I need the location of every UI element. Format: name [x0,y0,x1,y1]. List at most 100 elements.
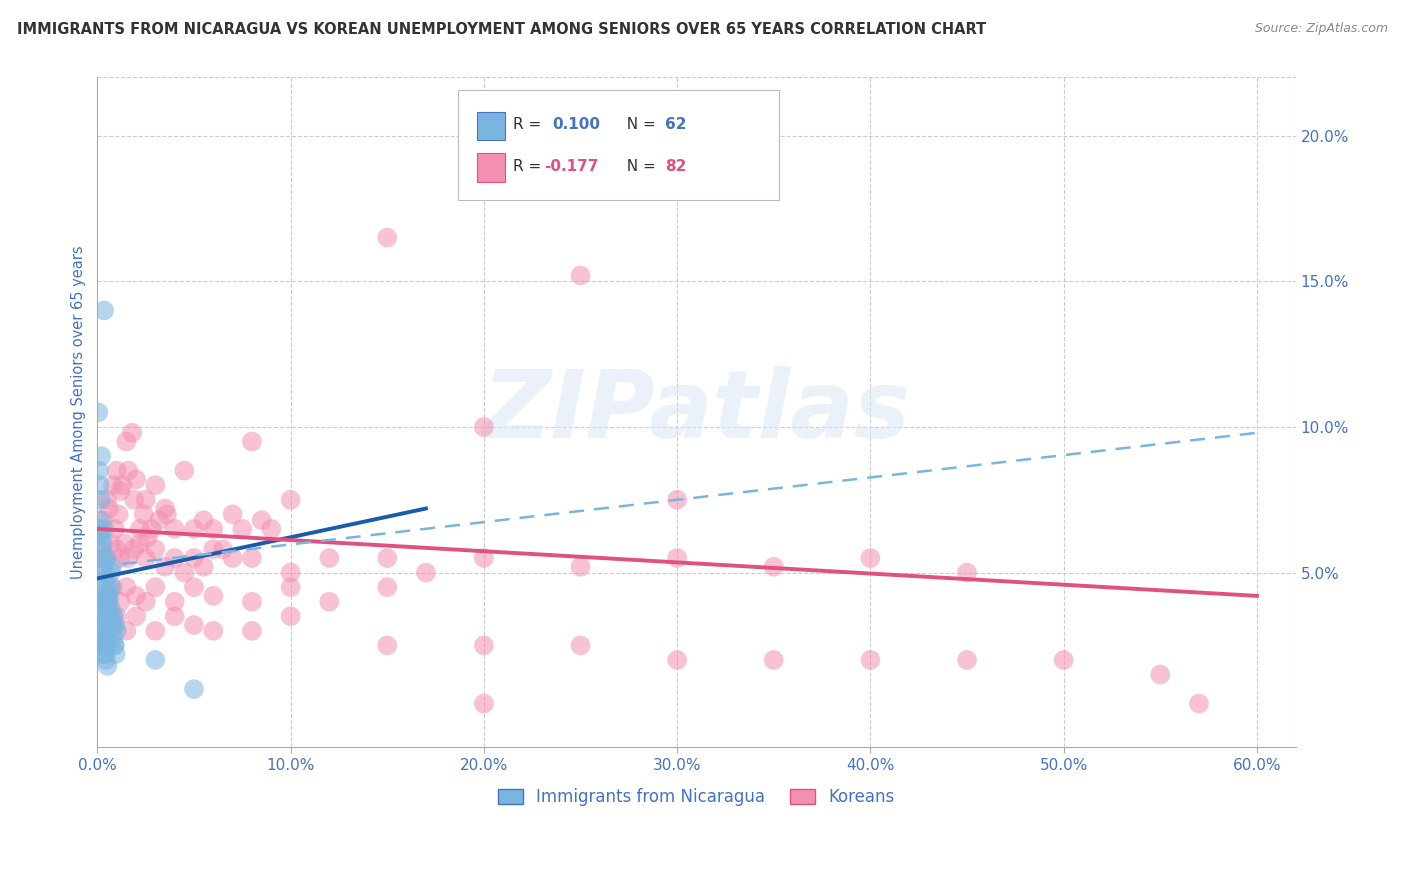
Point [956,653,979,667]
Point [240,434,263,449]
Point [98,618,121,632]
Point [97,595,120,609]
Point [110,551,132,566]
Point [89,527,111,541]
Point [472,697,495,711]
Point [115,434,138,449]
Point [128,536,150,550]
Point [94,551,117,566]
Point [173,566,195,580]
Point [280,566,302,580]
Point [87,464,110,478]
Point [91,595,114,609]
Point [136,531,159,545]
Point [91,513,114,527]
Text: ZIPatlas: ZIPatlas [482,367,911,458]
Point [110,595,132,609]
Point [135,551,157,566]
Point [90,531,112,545]
Point [103,639,125,653]
Text: N =: N = [617,118,661,132]
Point [93,303,115,318]
Point [375,551,398,566]
Point [183,580,205,594]
Text: 0.100: 0.100 [553,118,600,132]
Point [375,639,398,653]
Text: IMMIGRANTS FROM NICARAGUA VS KOREAN UNEMPLOYMENT AMONG SENIORS OVER 65 YEARS COR: IMMIGRANTS FROM NICARAGUA VS KOREAN UNEM… [17,22,986,37]
Point [94,566,117,580]
Point [135,492,157,507]
Point [94,639,117,653]
Point [231,522,253,536]
Point [112,536,135,550]
Point [122,542,145,557]
Point [318,551,340,566]
Point [91,542,114,557]
Point [183,522,205,536]
Point [90,609,112,624]
Point [173,464,195,478]
Point [89,609,111,624]
Point [202,522,225,536]
Point [141,522,163,536]
Point [135,595,157,609]
Point [90,449,112,463]
Point [280,580,302,594]
Point [115,624,138,638]
Point [94,580,117,594]
Text: 62: 62 [665,118,686,132]
Point [193,559,215,574]
Point [128,522,150,536]
Point [93,647,115,661]
Point [240,624,263,638]
Point [94,595,117,609]
Point [100,566,122,580]
Point [143,653,166,667]
Point [762,559,785,574]
Point [94,653,117,667]
Point [96,600,118,615]
Point [117,464,139,478]
Point [89,600,111,615]
Point [111,478,134,492]
Point [472,551,495,566]
Point [93,522,115,536]
Point [90,492,112,507]
Point [280,609,302,624]
Point [90,630,112,644]
Point [94,647,117,661]
Point [153,501,176,516]
Point [93,624,115,638]
Point [100,536,122,550]
Point [122,492,145,507]
Point [666,653,689,667]
Point [183,682,205,697]
Point [375,230,398,244]
Point [859,551,882,566]
Point [163,609,186,624]
Point [101,559,124,574]
Point [110,483,132,498]
Point [97,580,120,594]
Point [93,630,115,644]
Point [90,624,112,638]
Point [103,630,125,644]
Point [96,551,118,566]
Point [202,542,225,557]
Point [163,522,186,536]
Point [87,609,110,624]
Point [143,478,166,492]
Text: -0.177: -0.177 [544,160,599,174]
Point [280,492,302,507]
Point [91,551,114,566]
Point [117,551,139,566]
Point [859,653,882,667]
Point [89,589,111,603]
Point [105,464,128,478]
Point [143,542,166,557]
Point [96,589,118,603]
Point [105,609,128,624]
Point [98,589,121,603]
Point [104,522,127,536]
Point [132,508,155,522]
